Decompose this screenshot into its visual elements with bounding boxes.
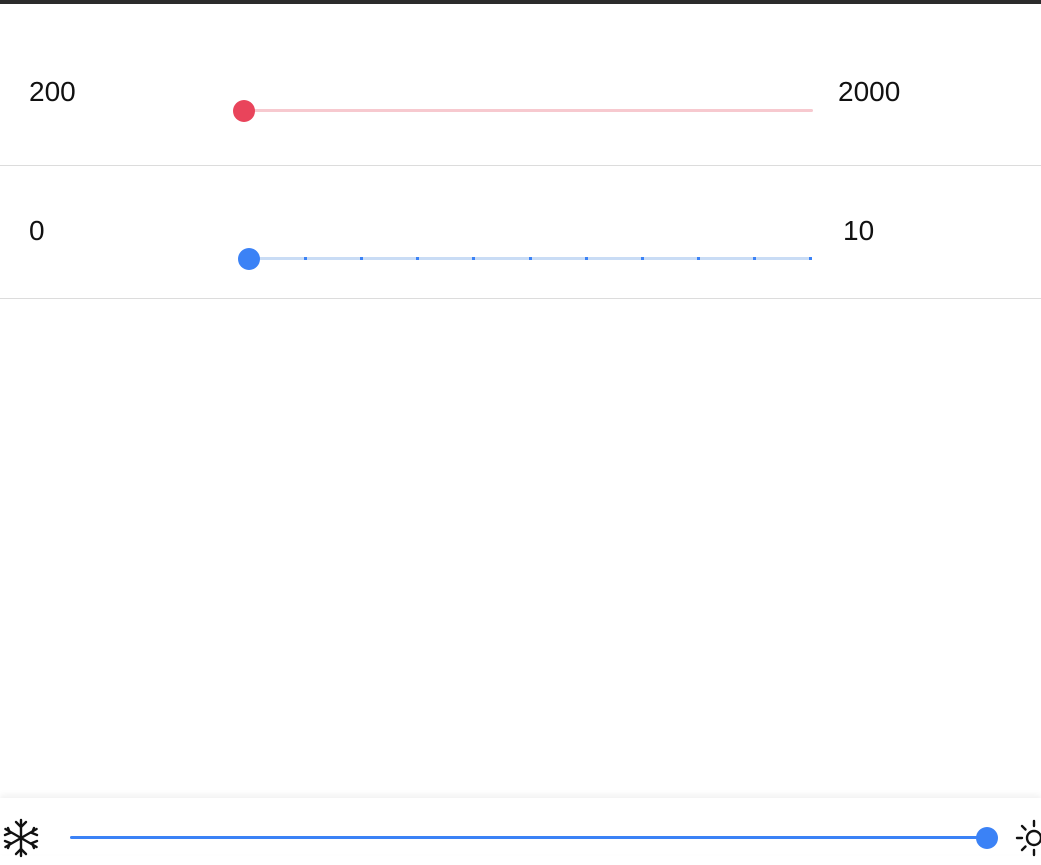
step-slider-thumb[interactable]: [238, 248, 260, 270]
step-slider-tick: [416, 257, 420, 260]
snowflake-icon: [1, 818, 41, 865]
step-slider-min-label: 0: [29, 215, 45, 246]
step-slider-tick: [304, 257, 308, 260]
range-slider-thumb[interactable]: [233, 100, 255, 122]
range-slider-track[interactable]: [244, 109, 813, 112]
step-slider-tick: [528, 257, 532, 260]
step-slider-tick: [752, 257, 756, 260]
temperature-slider[interactable]: [70, 827, 998, 849]
range-slider-row: 200 2000: [0, 4, 1041, 166]
temperature-bar: [0, 798, 1041, 858]
step-slider-tick: [584, 257, 588, 260]
step-slider-tick: [360, 257, 364, 260]
range-slider-min-label: 200: [29, 76, 76, 107]
range-slider[interactable]: [233, 100, 813, 122]
step-slider-max-label: 10: [843, 215, 875, 246]
step-slider-tick: [640, 257, 644, 260]
step-slider-row: 0 10: [0, 166, 1041, 299]
step-slider-tick: [472, 257, 476, 260]
temperature-slider-track[interactable]: [70, 836, 987, 839]
step-slider-tick: [809, 257, 812, 260]
sun-icon: [1014, 818, 1041, 865]
step-slider[interactable]: [238, 248, 812, 270]
window-top-border: [0, 0, 1041, 4]
range-slider-max-label: 2000: [838, 76, 901, 107]
step-slider-tick: [696, 257, 700, 260]
temperature-slider-thumb[interactable]: [976, 827, 998, 849]
